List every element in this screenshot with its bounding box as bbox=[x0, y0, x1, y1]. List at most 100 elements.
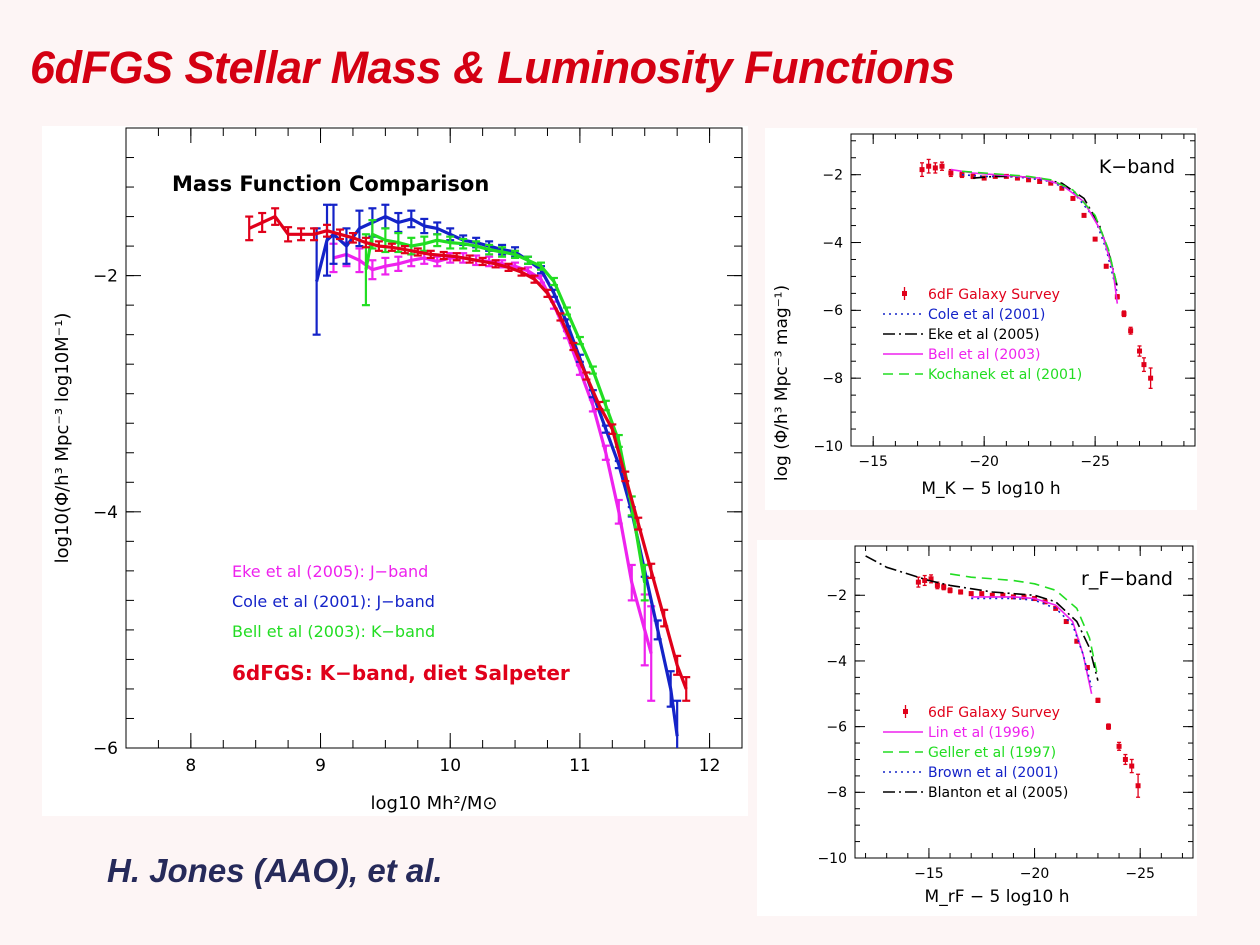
legend-label: Lin et al (1996) bbox=[928, 725, 1035, 741]
data-point bbox=[959, 172, 965, 178]
data-point bbox=[1037, 178, 1043, 184]
data-point bbox=[1081, 212, 1087, 218]
plot-area bbox=[865, 555, 1141, 798]
r-band-panel: −15 −20 −25 −2 −4 −6 −8 −10 r_F−band M_rF − 5 log… bbox=[757, 540, 1197, 916]
data-point bbox=[979, 591, 985, 597]
plot-area bbox=[245, 203, 691, 748]
data-point bbox=[1128, 328, 1134, 334]
chart-title: K−band bbox=[1099, 156, 1175, 178]
data-point bbox=[1148, 375, 1154, 381]
data-point bbox=[1070, 195, 1076, 201]
y-tick-label: −2 bbox=[822, 168, 843, 184]
y-tick-label: −6 bbox=[93, 739, 118, 759]
series-6df-galaxy-survey bbox=[915, 574, 1141, 798]
data-point bbox=[1095, 697, 1101, 703]
data-point bbox=[1059, 185, 1065, 191]
x-tick-label: 11 bbox=[569, 756, 591, 776]
data-point bbox=[939, 163, 945, 169]
data-point bbox=[1103, 263, 1109, 269]
y-tick-label: −4 bbox=[826, 654, 847, 670]
data-point bbox=[1063, 619, 1069, 625]
x-tick-label: 10 bbox=[439, 756, 461, 776]
y-tick-label: −6 bbox=[826, 720, 847, 736]
series-line bbox=[315, 214, 679, 737]
data-point bbox=[1048, 180, 1054, 186]
y-tick-label: −4 bbox=[93, 503, 118, 523]
data-point bbox=[970, 173, 976, 179]
y-tick-label: −2 bbox=[93, 267, 118, 287]
k-band-luminosity-chart: −15 −20 −25 −2 −4 −6 −8 −10 K−band M_K − 5 log10 … bbox=[772, 133, 1196, 499]
y-tick-label: −8 bbox=[826, 785, 847, 801]
series-line bbox=[949, 573, 1099, 678]
data-point bbox=[941, 584, 947, 590]
y-axis-label: log10(Φ/h³ Mpc⁻³ log10M⁻¹) bbox=[52, 313, 73, 564]
series-eke-et-al-2005 bbox=[973, 175, 1119, 287]
data-point bbox=[947, 587, 953, 593]
data-point bbox=[1092, 236, 1098, 242]
legend-annotation: Bell et al (2003): K−band bbox=[232, 622, 435, 641]
series-cole-et-al-2001 bbox=[961, 173, 1119, 294]
series-line bbox=[961, 170, 1119, 287]
r-band-luminosity-chart: −15 −20 −25 −2 −4 −6 −8 −10 r_F−band M_rF − 5 log… bbox=[817, 545, 1194, 907]
series-geller-et-al-1997 bbox=[949, 573, 1099, 678]
legend-annotation: 6dFGS: K−band, diet Salpeter bbox=[232, 661, 570, 685]
data-point bbox=[948, 170, 954, 176]
data-point bbox=[1026, 177, 1032, 183]
data-point bbox=[934, 582, 940, 588]
legend-label: Blanton et al (2005) bbox=[928, 785, 1068, 801]
series-line bbox=[971, 597, 1093, 688]
data-point bbox=[1000, 592, 1006, 598]
data-point bbox=[928, 576, 934, 582]
series-lin-et-al-1996 bbox=[971, 596, 1093, 694]
x-tick-label: −25 bbox=[1080, 454, 1110, 470]
series-kochanek-et-al-2001 bbox=[961, 170, 1119, 287]
x-tick-label: 12 bbox=[699, 756, 721, 776]
data-point bbox=[1129, 763, 1135, 769]
series-line bbox=[950, 168, 1119, 304]
data-point bbox=[1137, 348, 1143, 354]
data-point bbox=[915, 579, 921, 585]
y-tick-label: −4 bbox=[822, 235, 843, 251]
plot-frame bbox=[125, 127, 743, 749]
data-point bbox=[1135, 783, 1141, 789]
series-6dfgs-k-band-diet-salpeter bbox=[245, 207, 691, 702]
legend-label: 6dF Galaxy Survey bbox=[928, 705, 1060, 721]
legend-annotation: Eke et al (2005): J−band bbox=[232, 562, 428, 581]
data-point bbox=[989, 592, 995, 598]
data-point bbox=[926, 163, 932, 169]
data-point bbox=[1106, 724, 1111, 730]
series-bell-et-al-2003 bbox=[950, 168, 1119, 304]
data-point bbox=[1074, 638, 1080, 644]
plot-area bbox=[919, 158, 1154, 389]
x-axis-label: log10 Mh²/M⊙ bbox=[371, 793, 498, 814]
legend-label: Bell et al (2003) bbox=[928, 347, 1040, 363]
slide-title: 6dFGS Stellar Mass & Luminosity Function… bbox=[30, 42, 955, 93]
y-tick-label: −2 bbox=[826, 588, 847, 604]
series-blanton-et-al-2005 bbox=[865, 555, 1099, 681]
data-point bbox=[1014, 175, 1020, 181]
x-tick-label: 9 bbox=[315, 756, 326, 776]
y-tick-label: −10 bbox=[813, 439, 843, 455]
data-point bbox=[932, 165, 938, 171]
series-bell-et-al-2003-k-band bbox=[361, 219, 649, 602]
data-point bbox=[1084, 665, 1090, 671]
legend-label: 6dF Galaxy Survey bbox=[928, 287, 1060, 303]
data-point bbox=[1116, 743, 1122, 749]
x-tick-label: −20 bbox=[969, 454, 999, 470]
chart-title: Mass Function Comparison bbox=[172, 172, 489, 196]
series-cole-et-al-2001-j-band bbox=[312, 203, 682, 748]
series-line bbox=[961, 173, 1119, 294]
legend-label: Brown et al (2001) bbox=[928, 765, 1058, 781]
data-point bbox=[1114, 294, 1120, 300]
author-credit: H. Jones (AAO), et al. bbox=[107, 852, 443, 889]
mass-function-panel: 8 9 10 11 12 −2 −4 −6 Mass Function Comparison lo… bbox=[42, 126, 748, 816]
x-tick-label: 8 bbox=[185, 756, 196, 776]
series-line bbox=[865, 555, 1099, 681]
x-tick-label: −15 bbox=[914, 866, 944, 882]
x-tick-label: −25 bbox=[1125, 866, 1155, 882]
data-point bbox=[1121, 311, 1127, 317]
legend-label: Eke et al (2005) bbox=[928, 327, 1040, 343]
y-axis-label: log (Φ/h³ Mpc⁻³ mag⁻¹) bbox=[772, 285, 792, 481]
legend-label: Kochanek et al (2001) bbox=[928, 367, 1082, 383]
series-line bbox=[971, 596, 1093, 694]
